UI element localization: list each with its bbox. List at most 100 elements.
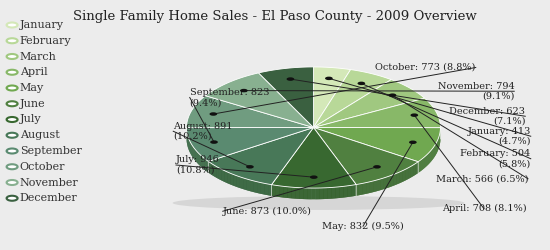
Text: February: February xyxy=(20,36,72,46)
Text: April: April xyxy=(20,67,47,77)
Polygon shape xyxy=(435,143,436,156)
Polygon shape xyxy=(351,185,355,196)
Polygon shape xyxy=(418,128,441,173)
Polygon shape xyxy=(314,80,425,128)
Polygon shape xyxy=(336,187,339,198)
Polygon shape xyxy=(411,165,413,177)
Polygon shape xyxy=(222,169,224,182)
Polygon shape xyxy=(201,155,202,168)
Polygon shape xyxy=(243,178,246,190)
Polygon shape xyxy=(284,186,288,198)
Polygon shape xyxy=(332,187,336,199)
Polygon shape xyxy=(420,158,422,172)
Polygon shape xyxy=(381,178,384,190)
Polygon shape xyxy=(288,187,292,198)
Polygon shape xyxy=(190,141,191,154)
Polygon shape xyxy=(400,171,403,183)
Text: June: June xyxy=(20,99,46,109)
Polygon shape xyxy=(370,181,373,193)
Polygon shape xyxy=(272,185,276,196)
Polygon shape xyxy=(227,172,230,184)
Polygon shape xyxy=(246,179,250,191)
Text: April: 708 (8.1%): April: 708 (8.1%) xyxy=(442,204,526,213)
Text: September: 823
(9.4%): September: 823 (9.4%) xyxy=(190,88,270,107)
Polygon shape xyxy=(403,169,405,182)
Text: February: 504
(5.8%): February: 504 (5.8%) xyxy=(460,149,531,169)
Polygon shape xyxy=(292,187,295,199)
Text: August: August xyxy=(20,130,59,140)
Text: November: 794
(9.1%): November: 794 (9.1%) xyxy=(437,82,514,101)
Polygon shape xyxy=(418,160,420,173)
Polygon shape xyxy=(320,188,323,199)
Polygon shape xyxy=(295,188,299,199)
Polygon shape xyxy=(390,174,394,187)
Polygon shape xyxy=(377,179,381,191)
Polygon shape xyxy=(347,185,351,197)
Text: Single Family Home Sales - El Paso County - 2009 Overview: Single Family Home Sales - El Paso Count… xyxy=(73,10,477,23)
Polygon shape xyxy=(425,155,426,168)
Polygon shape xyxy=(199,154,201,166)
Polygon shape xyxy=(408,166,411,179)
Polygon shape xyxy=(209,162,211,174)
Polygon shape xyxy=(272,184,356,199)
Polygon shape xyxy=(265,183,268,195)
Polygon shape xyxy=(188,137,189,150)
Polygon shape xyxy=(436,141,437,154)
Polygon shape xyxy=(205,158,207,172)
Text: June: 873 (10.0%): June: 873 (10.0%) xyxy=(223,207,312,216)
Text: November: November xyxy=(20,178,79,188)
Polygon shape xyxy=(280,186,284,198)
Polygon shape xyxy=(430,150,431,163)
Polygon shape xyxy=(224,171,227,183)
Text: July: 946
(10.8%): July: 946 (10.8%) xyxy=(176,155,220,175)
Polygon shape xyxy=(405,168,408,180)
Polygon shape xyxy=(233,174,236,187)
Polygon shape xyxy=(258,67,314,128)
Polygon shape xyxy=(202,157,205,170)
Polygon shape xyxy=(230,173,233,186)
Text: October: October xyxy=(20,162,65,172)
Polygon shape xyxy=(433,146,434,160)
Polygon shape xyxy=(434,144,435,158)
Polygon shape xyxy=(216,166,219,179)
Polygon shape xyxy=(366,182,370,194)
Polygon shape xyxy=(208,162,272,196)
Polygon shape xyxy=(343,186,347,198)
Polygon shape xyxy=(206,73,313,128)
Polygon shape xyxy=(413,164,416,176)
Polygon shape xyxy=(422,157,425,170)
Text: January: January xyxy=(20,20,64,30)
Polygon shape xyxy=(431,148,433,161)
Text: October: 773 (8.8%): October: 773 (8.8%) xyxy=(375,63,476,72)
Polygon shape xyxy=(207,160,209,173)
Polygon shape xyxy=(323,188,328,199)
Polygon shape xyxy=(192,144,193,158)
Polygon shape xyxy=(314,128,418,184)
Text: January: 413
(4.7%): January: 413 (4.7%) xyxy=(468,126,531,146)
Polygon shape xyxy=(416,162,418,174)
Polygon shape xyxy=(437,139,438,152)
Polygon shape xyxy=(328,188,332,199)
Polygon shape xyxy=(276,185,280,197)
Polygon shape xyxy=(219,168,222,180)
Polygon shape xyxy=(272,128,356,188)
Text: March: 566 (6.5%): March: 566 (6.5%) xyxy=(436,174,528,183)
Polygon shape xyxy=(186,96,314,128)
Polygon shape xyxy=(384,177,387,189)
Polygon shape xyxy=(194,148,196,161)
Polygon shape xyxy=(373,180,377,192)
Polygon shape xyxy=(208,128,313,185)
Polygon shape xyxy=(254,181,257,193)
Polygon shape xyxy=(214,165,216,177)
Polygon shape xyxy=(397,172,400,184)
Polygon shape xyxy=(193,146,194,160)
Polygon shape xyxy=(261,182,265,194)
Text: September: September xyxy=(20,146,81,156)
Polygon shape xyxy=(426,154,428,166)
Polygon shape xyxy=(314,70,391,128)
Polygon shape xyxy=(438,137,439,150)
Polygon shape xyxy=(197,152,199,165)
Ellipse shape xyxy=(186,78,441,199)
Text: May: 832 (9.5%): May: 832 (9.5%) xyxy=(322,222,404,231)
Ellipse shape xyxy=(173,196,465,210)
